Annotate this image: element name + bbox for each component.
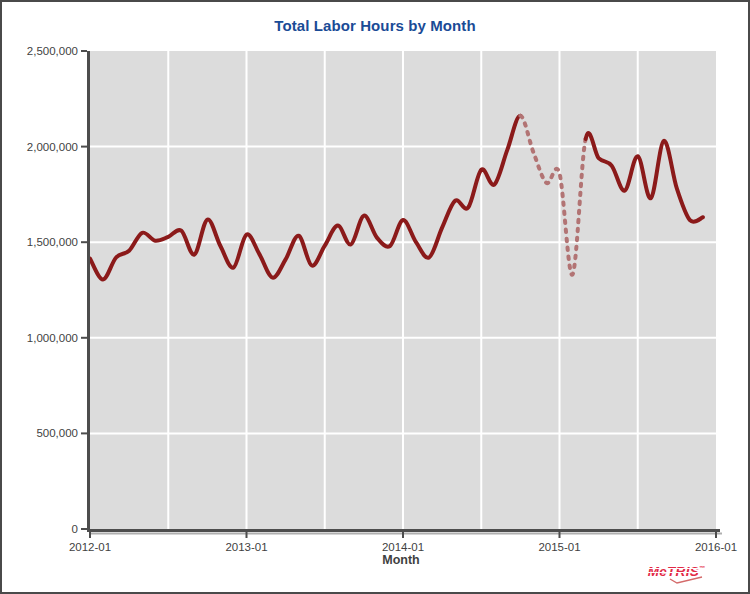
y-tick-label: 1,000,000 xyxy=(27,332,78,344)
line-chart-svg: 0 500,000 1,000,000 1,500,000 2,000,000 2,500… xyxy=(2,2,750,594)
x-tick-label: 2012-01 xyxy=(69,541,111,553)
y-tick-label: 1,500,000 xyxy=(27,236,78,248)
y-tick-label: 2,500,000 xyxy=(27,45,78,57)
x-tick-label: 2013-01 xyxy=(225,541,267,553)
y-tick-label: 500,000 xyxy=(36,427,78,439)
metris-logo-text-wrap: MeTRIS xyxy=(648,564,699,579)
y-tick-label: 0 xyxy=(72,523,78,535)
logo-swoosh-icon xyxy=(669,576,703,585)
x-tick-label: 2014-01 xyxy=(382,541,424,553)
logo-trademark: ™ xyxy=(699,565,705,571)
x-tick-label: 2016-01 xyxy=(695,541,737,553)
y-tick-label: 2,000,000 xyxy=(27,141,78,153)
x-axis-label: Month xyxy=(382,553,419,567)
chart-canvas: Total Labor Hours by Month 0500,0001,000… xyxy=(0,0,750,594)
x-tick-label: 2015-01 xyxy=(538,541,580,553)
metris-logo: MeTRIS ™ xyxy=(648,562,705,580)
